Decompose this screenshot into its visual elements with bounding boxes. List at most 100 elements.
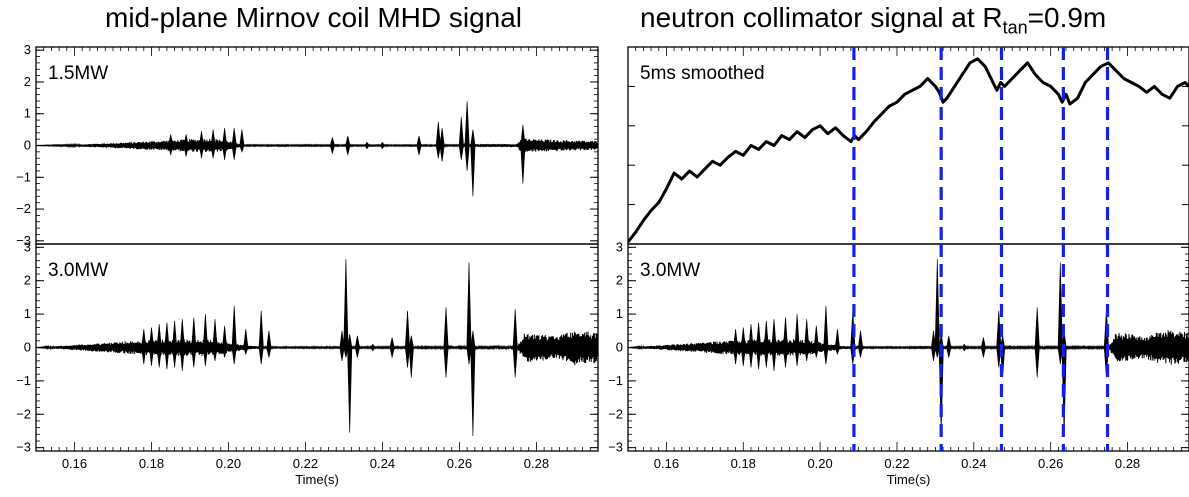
- mhd-burst-2: [198, 131, 205, 159]
- mhd-burst-24: [470, 330, 476, 437]
- x-axis-title: Time(s): [295, 472, 339, 487]
- mhd-burst-13: [266, 330, 272, 358]
- y-tick-label: −2: [16, 201, 31, 216]
- mhd-burst-15: [464, 100, 470, 171]
- panel-label-left-top: 1.5MW: [48, 63, 108, 84]
- mhd-burst-19: [980, 337, 986, 358]
- mhd-burst-3: [210, 129, 216, 159]
- mhd-burst-15: [347, 334, 353, 433]
- signal-trace: [36, 138, 598, 153]
- signal-trace: [628, 330, 1189, 365]
- mhd-burst-9: [222, 325, 228, 358]
- mhd-burst-20: [996, 310, 1002, 368]
- mhd-burst-6: [239, 129, 245, 153]
- y-tick-label: 1: [24, 306, 31, 321]
- y-tick-label: −1: [16, 373, 31, 388]
- signal-trace: [36, 331, 598, 366]
- mhd-burst-7: [202, 314, 208, 366]
- mhd-burst-17: [520, 124, 526, 184]
- mhd-burst-7: [329, 136, 335, 155]
- y-tick-label: −2: [16, 406, 31, 421]
- mhd-burst-11: [243, 329, 249, 356]
- mhd-burst-1: [740, 327, 746, 366]
- mhd-burst-12: [435, 121, 441, 159]
- mhd-burst-11: [834, 329, 840, 356]
- x-tick-label: 0.24: [961, 456, 986, 471]
- mhd-burst-9: [364, 141, 370, 150]
- mhd-burst-22: [443, 307, 449, 378]
- x-tick-label: 0.24: [370, 456, 395, 471]
- x-tick-label: 0.22: [884, 456, 909, 471]
- x-tick-label: 0.28: [1115, 456, 1140, 471]
- y-tick-label: 2: [616, 273, 623, 288]
- y-tick-label: 3: [24, 239, 31, 254]
- y-tick-label: −1: [16, 169, 31, 184]
- mhd-burst-7: [794, 314, 800, 366]
- y-tick-label: 0: [616, 340, 623, 355]
- mhd-burst-25: [512, 309, 518, 378]
- x-tick-label: 0.20: [807, 456, 832, 471]
- mhd-burst-18: [961, 343, 967, 352]
- mhd-burst-22: [1034, 307, 1040, 378]
- mhd-burst-17: [354, 335, 360, 358]
- mhd-burst-4: [763, 320, 769, 368]
- x-tick-label: 0.26: [447, 456, 472, 471]
- mhd-burst-0: [141, 329, 147, 365]
- panel-label-right-top: 5ms smoothed: [640, 63, 765, 84]
- left-panel-title: mid-plane Mirnov coil MHD signal: [105, 2, 523, 33]
- mhd-burst-5: [771, 319, 777, 371]
- y-tick-label: 0: [24, 138, 31, 153]
- x-axis-title: Time(s): [887, 472, 931, 487]
- mhd-burst-18: [370, 343, 376, 352]
- x-tick-label: 0.22: [293, 456, 318, 471]
- mhd-burst-5: [231, 127, 237, 160]
- y-tick-label: −3: [16, 440, 31, 455]
- mhd-burst-16: [470, 129, 476, 197]
- x-tick-label: 0.18: [139, 456, 164, 471]
- right-panel-title: neutron collimator signal at Rtan=0.9m: [640, 2, 1106, 39]
- mhd-burst-16: [930, 330, 937, 361]
- mhd-burst-14: [934, 258, 940, 358]
- mhd-burst-20: [404, 310, 411, 368]
- panel-left-bottom: −3 −2 −1 0 1 2 3 0.16 0.18 0.20 0.22 0.24 0.26 0.28 Ti…: [16, 239, 599, 487]
- y-tick-label: −2: [608, 406, 623, 421]
- mhd-burst-0: [733, 329, 739, 365]
- x-tick-label: 0.28: [524, 456, 549, 471]
- mhd-burst-4: [172, 320, 178, 368]
- y-tick-label: −1: [608, 373, 623, 388]
- mhd-burst-3: [164, 322, 170, 370]
- right-title-main: neutron collimator signal at R: [640, 2, 1003, 33]
- panel-label-right-bottom: 3.0MW: [640, 260, 700, 281]
- mhd-burst-13: [439, 127, 445, 162]
- x-tick-label: 0.16: [62, 456, 87, 471]
- mhd-burst-8: [212, 319, 218, 361]
- mhd-burst-6: [782, 317, 789, 368]
- y-tick-label: 3: [24, 42, 31, 57]
- mhd-burst-5: [179, 319, 185, 371]
- panel-left-top: −3 −2 −1 0 1 2 3 1.5MW: [16, 42, 599, 248]
- right-title-subscript: tan: [1002, 17, 1028, 38]
- y-tick-label: −3: [16, 233, 31, 248]
- mhd-burst-10: [823, 305, 829, 365]
- mhd-burst-10: [379, 141, 385, 150]
- mhd-burst-1: [183, 134, 189, 157]
- panel-label-left-bottom: 3.0MW: [48, 260, 108, 281]
- y-tick-label: −3: [608, 440, 623, 455]
- mhd-burst-16: [339, 330, 345, 361]
- x-tick-label: 0.16: [654, 456, 679, 471]
- y-tick-label: 3: [616, 239, 623, 254]
- mhd-burst-19: [389, 337, 395, 358]
- mhd-burst-12: [258, 310, 264, 365]
- x-tick-label: 0.20: [216, 456, 241, 471]
- mhd-burst-10: [231, 305, 237, 365]
- y-tick-label: 1: [24, 106, 31, 121]
- mhd-burst-11: [416, 135, 422, 156]
- mhd-burst-9: [813, 325, 819, 358]
- neutron-signal-line: [628, 57, 1189, 243]
- mhd-burst-21: [408, 335, 414, 378]
- panel-right-bottom: −3 −2 −1 0 1 2 3 0.16 0.18 0.20 0.22 0.24 0.26 0.28 Ti…: [608, 239, 1189, 487]
- panel-right-top: 5ms smoothed: [627, 46, 1189, 245]
- mhd-burst-14: [458, 116, 464, 160]
- y-tick-label: 2: [24, 273, 31, 288]
- mhd-burst-3: [756, 322, 762, 370]
